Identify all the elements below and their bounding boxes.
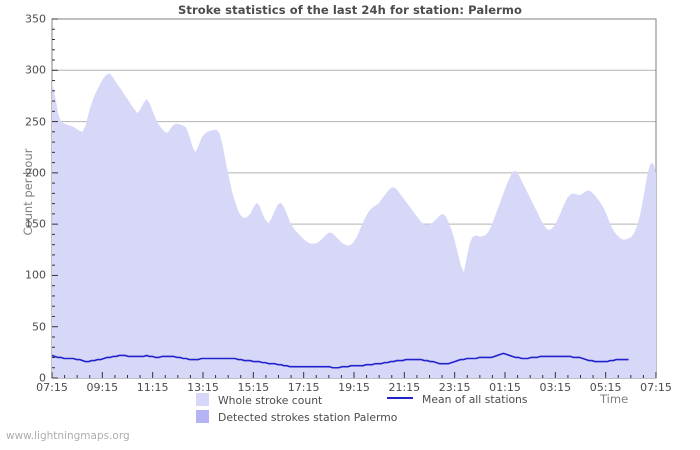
legend-item-whole-stroke-count: Whole stroke count	[196, 393, 322, 407]
legend-item-detected-strokes: Detected strokes station Palermo	[196, 410, 397, 424]
y-tick-label: 100	[25, 268, 46, 282]
x-tick-label: 19:15	[338, 381, 370, 394]
x-tick-label: 03:15	[539, 381, 572, 394]
x-tick-label: 17:15	[287, 381, 320, 394]
x-tick-label: 13:15	[187, 381, 219, 394]
y-tick-label: 200	[25, 166, 46, 180]
y-tick-label: 250	[25, 115, 46, 129]
watermark: www.lightningmaps.org	[6, 430, 130, 442]
x-tick-label: 09:15	[86, 381, 119, 394]
line-series	[51, 352, 629, 369]
x-axis-label: Time	[600, 392, 629, 406]
y-tick-label: 350	[25, 12, 46, 26]
x-tick-label: 21:15	[388, 381, 421, 394]
x-tick-label: 01:15	[489, 381, 521, 394]
y-tick-label: 300	[25, 63, 46, 77]
x-tick-label: 07:15	[640, 381, 672, 394]
x-tick-label: 11:15	[136, 381, 169, 394]
x-tick-label: 23:15	[438, 381, 471, 394]
legend-label: Detected strokes station Palermo	[218, 411, 398, 424]
area-series	[52, 73, 656, 378]
x-tick-label: 07:15	[36, 381, 68, 394]
y-tick-label: 0	[39, 371, 46, 385]
legend-swatch-icon	[196, 393, 209, 406]
legend-label: Whole stroke count	[218, 394, 323, 407]
chart-title: Stroke statistics of the last 24h for st…	[177, 3, 522, 17]
legend-swatch-icon	[196, 410, 209, 423]
y-tick-label: 50	[32, 320, 46, 334]
legend-line-icon	[387, 397, 413, 399]
legend-label: Mean of all stations	[422, 393, 528, 406]
chart-legend: Whole stroke count Detected strokes stat…	[0, 393, 700, 424]
x-tick-label: 15:15	[237, 381, 270, 394]
x-tick-label: 05:15	[589, 381, 622, 394]
legend-item-mean-of-all-stations: Mean of all stations	[387, 393, 528, 406]
y-tick-label: 150	[25, 217, 46, 231]
